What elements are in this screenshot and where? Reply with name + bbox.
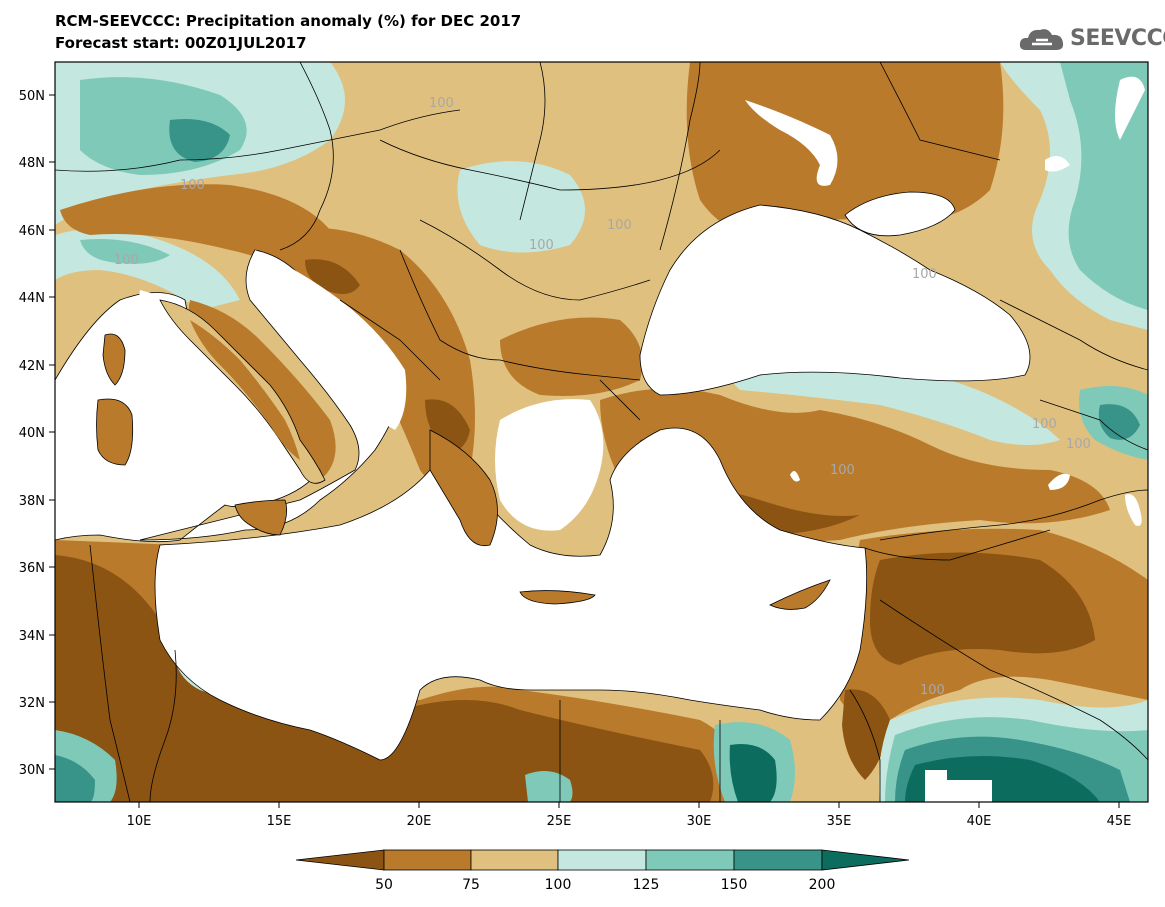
contour-label: 100 [920,683,945,698]
lat-tick-label: 34N [19,629,45,644]
forecast-start-label: Forecast start: 00Z01JUL2017 [55,34,307,52]
corsica [102,333,126,386]
field-dry-alps-band [60,184,345,300]
colorbar-segment [645,849,735,871]
field-wet3-alps [169,119,230,162]
lon-tick-label: 40E [967,814,992,829]
lat-tick-label: 38N [19,494,45,509]
azov-sea [844,191,956,237]
contour-label: 100 [429,96,454,111]
country-borders [55,62,1148,802]
field-wet3-caucasus [1098,404,1140,440]
colorbar-segment [470,849,559,871]
lat-tick-label: 48N [19,156,45,171]
nodata-dnieper [745,100,838,186]
colorbar-label: 150 [721,877,748,893]
sicily [234,499,288,536]
cyprus [769,579,831,610]
contour-label: 100 [1032,417,1057,432]
colorbar-segment [557,849,647,871]
aegean-sea [495,399,604,531]
nodata-turkey [790,471,1142,526]
lon-tick-label: 15E [267,814,292,829]
field-dry2-jordan [842,689,890,780]
greece-land [429,429,498,547]
lat-tick-label: 42N [19,359,45,374]
lon-ticks [138,802,1120,808]
lat-tick-label: 40N [19,426,45,441]
lat-tick-label: 50N [19,89,45,104]
field-wet3-egypt [729,744,777,802]
lon-tick-label: 30E [687,814,712,829]
lat-tick-label: 36N [19,561,45,576]
lat-tick-label: 32N [19,696,45,711]
colorbar-segment [733,849,823,871]
contour-label: 100 [180,178,205,193]
colorbar-segment [295,849,385,871]
lon-tick-labels: 10E 15E 20E 25E 30E 35E 40E 45E [127,814,1132,829]
field-wet2-westalps [80,239,170,264]
adriatic-sea [255,250,407,430]
colorbar-label: 100 [545,877,572,893]
field-wet-carpathian [457,161,585,253]
lon-tick-label: 35E [827,814,852,829]
nodata-arabia [925,770,992,802]
colorbar-segment [821,849,910,871]
lat-tick-labels: 30N 32N 34N 36N 38N 40N 42N 44N 46N 48N … [19,89,45,778]
contour-label: 100 [607,218,632,233]
contour-label: 100 [114,253,139,268]
lon-tick-label: 45E [1107,814,1132,829]
tyrrhenian-sea [130,290,300,495]
map-fields [55,62,1148,802]
colorbar-label: 50 [375,877,393,893]
contour-labels: 100 100 100 100 100 100 100 100 100 100 [114,96,1091,698]
black-sea [639,204,1031,396]
lon-tick-label: 10E [127,814,152,829]
lat-tick-label: 46N [19,224,45,239]
colorbar-label: 125 [633,877,660,893]
colorbar [295,849,910,871]
lat-tick-label: 30N [19,763,45,778]
contour-label: 100 [1066,437,1091,452]
colorbar-label: 75 [462,877,480,893]
crete [519,590,596,605]
logo-text: SEEVCCC [1070,26,1165,51]
field-wet-blacksea-coast [720,361,1060,445]
field-wet3-west-africa [55,755,95,802]
contour-label: 100 [529,238,554,253]
colorbar-label: 200 [809,877,836,893]
lat-tick-label: 44N [19,291,45,306]
colorbar-labels: 50 75 100 125 150 200 [375,877,835,893]
colorbar-segment [383,849,472,871]
contour-label: 100 [830,463,855,478]
chart-title: RCM-SEEVCCC: Precipitation anomaly (%) f… [55,12,522,30]
sardinia [96,398,134,466]
nodata-caspian-edge [1045,76,1145,172]
contour-label: 100 [912,267,937,282]
cloud-icon [1019,29,1064,50]
lat-ticks [49,94,55,770]
field-dry2-north-africa [55,555,714,802]
field-wet-libya-east [525,771,573,802]
italy-dry [190,320,300,460]
lon-tick-label: 20E [407,814,432,829]
field-dry2-levant [870,552,1095,665]
lon-tick-label: 25E [547,814,572,829]
seevccc-logo: SEEVCCC [1018,24,1165,54]
